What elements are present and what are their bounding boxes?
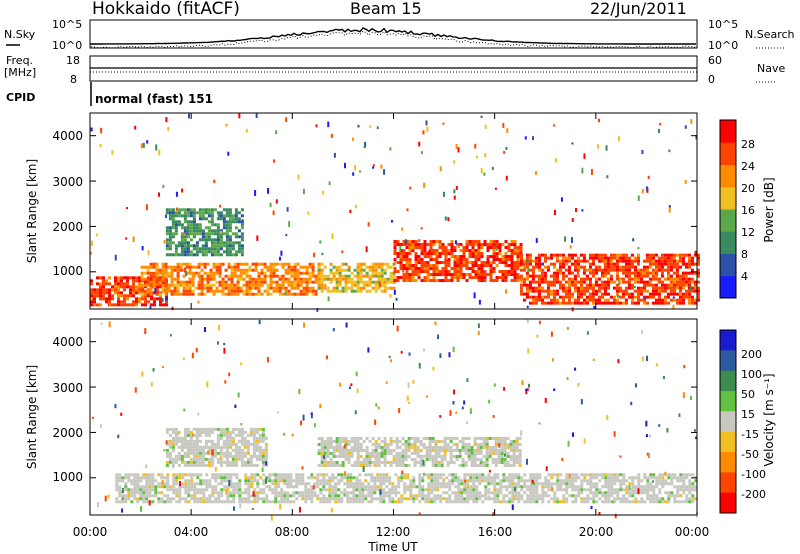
nave-label: Nave: [757, 62, 785, 75]
xtick-1200: 12:00: [376, 525, 411, 539]
velocity-cbar-tick-200: 200: [741, 348, 762, 361]
power-colorbar: 4 8 12 16 20 24 28 Power [dB]: [719, 119, 776, 299]
power-ytick-1000: 1000: [52, 264, 83, 278]
heatmap-region: [90, 276, 168, 307]
nave-tick-high: 60: [708, 54, 722, 67]
nsky-label: N.Sky: [4, 28, 36, 41]
velocity-cbar-tick-minus50: -50: [741, 448, 759, 461]
heatmap-region: [393, 240, 523, 283]
nave-tick-low: 0: [708, 73, 715, 86]
velocity-ytick-2000: 2000: [52, 426, 83, 440]
velocity-cbar-tick-50: 50: [741, 388, 755, 401]
nsearch-label: N.Search: [745, 28, 795, 41]
power-cbar-tick-28: 28: [741, 138, 755, 151]
power-panel: Slant Range [km] 1000 2000 3000 4000: [25, 112, 700, 312]
noise-tick-high-left: 10^5: [52, 18, 82, 31]
velocity-cbar-tick-minus100: -100: [741, 468, 766, 481]
power-colorbar-swatch: [720, 253, 736, 277]
noise-tick-low-right: 10^0: [708, 39, 738, 52]
heatmap-region: [115, 473, 698, 504]
velocity-ytick-1000: 1000: [52, 470, 83, 484]
velocity-cbar-title: Velocity [m s⁻¹]: [762, 373, 776, 466]
station-title: Hokkaido (fitACF): [92, 0, 240, 19]
noise-sky-trace: [90, 27, 696, 45]
power-cbar-title: Power [dB]: [762, 177, 776, 242]
velocity-cbar-tick-15: 15: [741, 408, 755, 421]
xtick-1600: 16:00: [478, 525, 513, 539]
heatmap-region: [165, 208, 244, 257]
velocity-colorbar-swatch: [720, 411, 736, 433]
power-colorbar-swatch: [720, 164, 736, 188]
power-colorbar-swatch: [720, 209, 736, 232]
velocity-colorbar-swatch: [720, 431, 736, 453]
velocity-cbar-tick-100: 100: [741, 368, 762, 381]
noise-tick-low-left: 10^0: [52, 39, 82, 52]
xtick-0400: 04:00: [174, 525, 209, 539]
x-axis: 00:00 04:00 08:00 12:00 16:00 20:00 00:0…: [73, 525, 710, 554]
power-cbar-tick-20: 20: [741, 182, 755, 195]
power-colorbar-swatch: [720, 186, 736, 210]
velocity-heatmap: [91, 319, 698, 521]
heatmap-region: [317, 262, 396, 293]
velocity-colorbar-swatch: [720, 350, 736, 372]
velocity-panel: Slant Range [km] 1000 2000 3000 4000: [25, 318, 698, 521]
power-colorbar-swatch: [720, 231, 736, 254]
freq-label-line2: [MHz]: [4, 66, 36, 79]
power-colorbar-swatch: [720, 275, 736, 299]
date-title: 22/Jun/2011: [590, 0, 687, 18]
power-cbar-tick-12: 12: [741, 226, 755, 239]
velocity-colorbar-swatch: [720, 330, 736, 351]
power-ytick-4000: 4000: [52, 129, 83, 143]
x-axis-title: Time UT: [367, 540, 418, 554]
velocity-colorbar-swatch: [720, 391, 736, 412]
freq-tick-low: 8: [70, 73, 77, 86]
velocity-ytick-3000: 3000: [52, 381, 83, 395]
cpid-value: normal (fast) 151: [95, 92, 213, 106]
noise-panel: N.Sky 10^5 10^0 10^5 10^0 N.Search: [4, 18, 795, 52]
noise-search-trace: [89, 30, 697, 49]
velocity-cbar-tick-minus200: -200: [741, 488, 766, 501]
velocity-colorbar-swatch: [720, 492, 736, 514]
velocity-ylabel: Slant Range [km]: [25, 365, 39, 469]
velocity-colorbar-swatch: [720, 472, 736, 494]
heatmap-region: [317, 436, 522, 467]
cpid-label: CPID: [6, 91, 35, 104]
heatmap-region: [140, 262, 321, 296]
power-colorbar-swatch: [720, 120, 736, 143]
xtick-0800: 08:00: [275, 525, 310, 539]
heatmap-region: [165, 427, 268, 467]
power-ylabel: Slant Range [km]: [25, 159, 39, 263]
power-heatmap: [90, 113, 700, 312]
velocity-cbar-tick-minus15: -15: [741, 428, 759, 441]
velocity-ytick-4000: 4000: [52, 335, 83, 349]
power-ytick-2000: 2000: [52, 220, 83, 234]
xtick-0000: 00:00: [73, 525, 108, 539]
power-cbar-tick-16: 16: [741, 204, 755, 217]
noise-tick-high-right: 10^5: [708, 18, 738, 31]
beam-title: Beam 15: [350, 0, 422, 18]
xtick-2400: 00:00: [675, 525, 710, 539]
freq-tick-high: 18: [66, 54, 80, 67]
power-cbar-tick-24: 24: [741, 160, 755, 173]
heatmap-region: [519, 253, 700, 305]
velocity-colorbar-swatch: [720, 370, 736, 392]
xtick-2000: 20:00: [579, 525, 614, 539]
power-colorbar-swatch: [720, 142, 736, 165]
power-cbar-tick-8: 8: [741, 248, 748, 261]
power-cbar-tick-4: 4: [741, 270, 748, 283]
velocity-colorbar: 200 100 50 15 -15 -50 -100 -200 Velocity…: [719, 329, 776, 514]
velocity-colorbar-swatch: [720, 452, 736, 473]
freq-label-line1: Freq.: [6, 54, 33, 67]
power-ytick-3000: 3000: [52, 175, 83, 189]
frequency-panel: Freq. [MHz] 18 8 60 0 Nave: [4, 54, 785, 86]
